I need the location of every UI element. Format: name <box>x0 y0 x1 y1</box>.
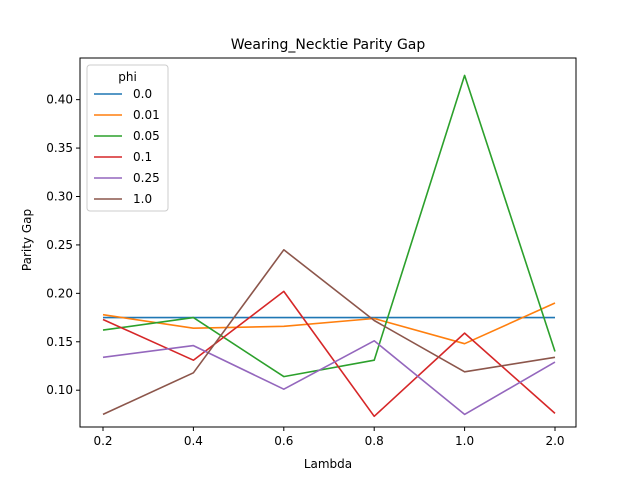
y-tick-label: 0.20 <box>46 286 73 300</box>
legend-label: 0.0 <box>133 87 152 101</box>
y-tick-label: 0.10 <box>46 383 73 397</box>
legend-entry: 0.25 <box>94 171 160 185</box>
y-tick-label: 0.25 <box>46 238 73 252</box>
series-line-0.01 <box>102 302 556 345</box>
legend-label: 0.25 <box>133 171 160 185</box>
legend-entry: 1.0 <box>94 192 152 206</box>
x-tick-label: 2.0 <box>545 434 564 448</box>
legend-label: 0.1 <box>133 150 152 164</box>
x-tick-label: 0.6 <box>274 434 293 448</box>
x-tick-label: 0.2 <box>93 434 112 448</box>
legend-label: 0.05 <box>133 129 160 143</box>
y-axis-label: Parity Gap <box>20 209 34 271</box>
y-tick-label: 0.40 <box>46 93 73 107</box>
legend-label: 0.01 <box>133 108 160 122</box>
y-tick-label: 0.30 <box>46 189 73 203</box>
series-line-1.0 <box>102 249 556 416</box>
legend-title: phi <box>118 70 137 84</box>
x-axis: 0.2 0.4 0.6 0.8 1.0 2.0 <box>93 427 565 448</box>
series-lines <box>102 74 556 418</box>
legend-box <box>86 64 169 212</box>
series-line-0.05 <box>102 74 556 378</box>
legend-entry: 0.0 <box>94 87 152 101</box>
y-axis: 0.10 0.15 0.20 0.25 0.30 0.35 0.40 <box>46 93 80 397</box>
legend-entry: 0.01 <box>94 108 160 122</box>
x-axis-label: Lambda <box>304 457 352 471</box>
x-tick-label: 1.0 <box>455 434 474 448</box>
legend-entry: 0.05 <box>94 129 160 143</box>
y-tick-label: 0.15 <box>46 335 73 349</box>
legend: phi 0.0 0.01 0.05 0.1 0.25 1.0 <box>86 64 169 212</box>
series-line-0.25 <box>102 339 556 416</box>
chart-title: Wearing_Necktie Parity Gap <box>231 37 426 53</box>
series-line-0.1 <box>102 290 556 418</box>
legend-label: 1.0 <box>133 192 152 206</box>
plot-frame <box>79 57 577 428</box>
x-tick-label: 0.8 <box>365 434 384 448</box>
y-tick-label: 0.35 <box>46 141 73 155</box>
legend-entry: 0.1 <box>94 150 152 164</box>
x-tick-label: 0.4 <box>184 434 203 448</box>
